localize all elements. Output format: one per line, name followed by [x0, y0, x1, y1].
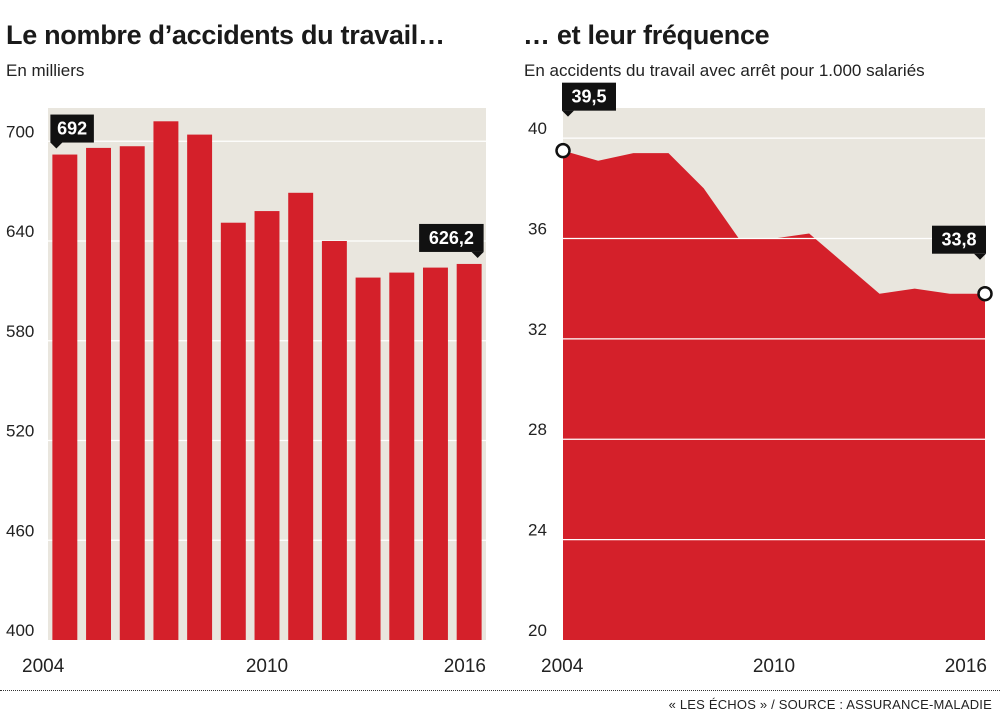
callout-2004-pointer	[562, 110, 574, 117]
x-tick-label: 2004	[541, 656, 584, 677]
bar-2014	[389, 272, 415, 640]
x-tick-label: 2010	[246, 656, 288, 677]
frequency-area	[563, 150, 985, 640]
y-tick-label: 520	[6, 422, 34, 441]
bar-2013	[355, 277, 381, 640]
callout-2004-label: 692	[57, 119, 87, 139]
left-chart-title: Le nombre d’accidents du travail…	[6, 20, 445, 50]
y-tick-label: 580	[6, 322, 34, 341]
bar-2016	[456, 263, 482, 640]
callout-2004-box	[562, 82, 616, 111]
bar-2009	[220, 222, 246, 640]
bar-2015	[422, 267, 448, 640]
y-tick-label: 28	[528, 420, 547, 439]
bar-2012	[321, 241, 347, 640]
data-point-marker	[977, 285, 993, 302]
y-tick-label: 32	[528, 320, 547, 339]
x-tick-label: 2016	[945, 656, 987, 677]
bar-2007	[153, 121, 179, 641]
right-chart-title: … et leur fréquence	[523, 20, 770, 50]
callout-2016-pointer	[471, 251, 484, 258]
y-tick-label: 36	[528, 219, 547, 238]
y-tick-label: 40	[528, 119, 547, 138]
bar-2005	[86, 147, 112, 640]
accidents-count-bar-chart: 400 460 520 580 640 700 2004 2010 2016 692 626,2	[6, 108, 486, 677]
x-tick-label: 2016	[444, 656, 486, 677]
y-tick-label: 400	[6, 621, 34, 640]
bar-2010	[254, 211, 280, 640]
y-tick-label: 24	[528, 521, 547, 540]
y-tick-label: 700	[6, 122, 34, 141]
bar-2004	[52, 154, 78, 641]
callout-2016-box	[932, 225, 986, 254]
footer-divider	[0, 690, 1000, 691]
accident-frequency-area-chart: 20 24 28 32 36 40 2004 2010 2016 39,5 33,8	[528, 82, 993, 677]
callout-2016-label: 33,8	[941, 230, 976, 250]
callout-2004-label: 39,5	[571, 87, 606, 107]
callout-2004-box	[50, 114, 94, 143]
bar-2008	[187, 134, 213, 640]
bar-2006	[119, 146, 145, 641]
source-credit: « LES ÉCHOS » / SOURCE : ASSURANCE-MALAD…	[668, 697, 992, 712]
callout-2016-label: 626,2	[429, 228, 474, 248]
callout-2016-box	[419, 223, 484, 252]
x-tick-label: 2004	[22, 656, 65, 677]
left-chart-subtitle: En milliers	[6, 61, 85, 80]
x-tick-label: 2010	[753, 656, 795, 677]
right-chart-subtitle: En accidents du travail avec arrêt pour …	[524, 61, 925, 80]
callout-2016-pointer	[974, 253, 986, 260]
y-tick-label: 20	[528, 621, 547, 640]
data-point-marker	[555, 142, 571, 159]
callout-2004-pointer	[50, 142, 63, 149]
y-tick-label: 460	[6, 521, 34, 540]
bar-2011	[288, 192, 314, 640]
y-tick-label: 640	[6, 222, 34, 241]
